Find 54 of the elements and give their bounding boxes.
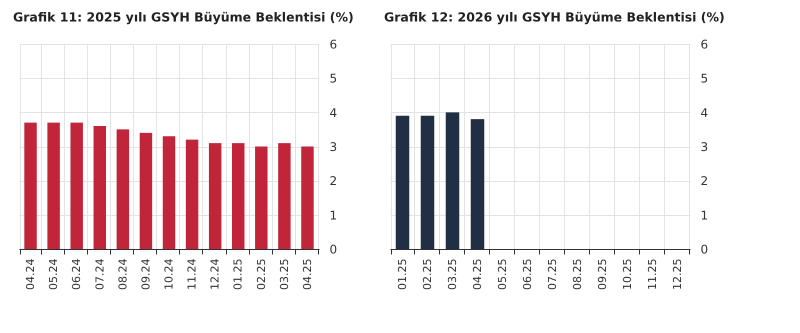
bar bbox=[208, 143, 222, 249]
x-tick-label: 02.25 bbox=[254, 258, 268, 290]
y-tick-label: 0 bbox=[700, 242, 708, 256]
chart-title: Grafik 11: 2025 yılı GSYH Büyüme Beklentisi (%) bbox=[13, 10, 354, 24]
x-tick-label: 06.25 bbox=[521, 258, 534, 290]
bar bbox=[278, 143, 291, 249]
x-tick-label: 12.24 bbox=[208, 258, 222, 290]
bar bbox=[255, 146, 268, 249]
x-tick-label: 01.25 bbox=[232, 258, 245, 290]
bar bbox=[162, 136, 176, 249]
x-tick-label: 02.25 bbox=[421, 258, 434, 290]
bar bbox=[301, 146, 314, 249]
y-tick-label: 4 bbox=[330, 106, 338, 120]
y-tick-label: 1 bbox=[330, 208, 338, 222]
bar bbox=[186, 140, 198, 249]
y-tick-label: 2 bbox=[330, 174, 338, 188]
y-tick-label: 3 bbox=[700, 140, 708, 154]
y-tick-label: 6 bbox=[700, 38, 708, 52]
bar bbox=[47, 122, 60, 249]
x-tick-label: 07.25 bbox=[546, 258, 559, 290]
x-tick-label: 06.24 bbox=[70, 258, 84, 290]
bar bbox=[140, 132, 152, 249]
x-tick-label: 10.24 bbox=[162, 258, 176, 290]
x-tick-label: 08.24 bbox=[116, 258, 130, 290]
bar bbox=[24, 122, 37, 249]
y-tick-label: 6 bbox=[330, 38, 338, 52]
x-tick-label: 12.25 bbox=[671, 258, 684, 290]
x-tick-label: 04.24 bbox=[24, 258, 38, 290]
x-tick-label: 01.25 bbox=[396, 258, 409, 290]
x-tick-label: 07.24 bbox=[93, 258, 106, 290]
bar bbox=[116, 129, 130, 249]
x-tick-label: 09.24 bbox=[139, 258, 152, 290]
chart-title: Grafik 12: 2026 yılı GSYH Büyüme Beklentisi (%) bbox=[384, 10, 725, 24]
x-tick-label: 11.25 bbox=[646, 258, 659, 290]
bar bbox=[70, 122, 83, 249]
x-tick-label: 04.25 bbox=[300, 258, 314, 290]
x-tick-label: 09.25 bbox=[596, 258, 609, 290]
y-tick-label: 2 bbox=[700, 174, 708, 188]
y-tick-label: 3 bbox=[330, 140, 338, 154]
x-tick-label: 08.25 bbox=[571, 258, 584, 290]
y-tick-label: 5 bbox=[700, 72, 708, 86]
x-tick-label: 04.25 bbox=[471, 258, 484, 290]
x-tick-label: 03.25 bbox=[446, 258, 459, 290]
y-tick-label: 5 bbox=[330, 72, 338, 86]
y-tick-label: 1 bbox=[700, 208, 708, 222]
bar bbox=[232, 143, 244, 249]
bar bbox=[94, 126, 106, 249]
x-tick-label: 10.25 bbox=[621, 258, 634, 290]
x-tick-label: 03.25 bbox=[278, 258, 291, 290]
x-tick-label: 05.24 bbox=[47, 258, 60, 290]
y-tick-label: 4 bbox=[700, 106, 708, 120]
x-tick-label: 11.24 bbox=[186, 258, 199, 290]
x-tick-label: 05.25 bbox=[496, 258, 509, 290]
y-tick-label: 0 bbox=[330, 242, 338, 256]
